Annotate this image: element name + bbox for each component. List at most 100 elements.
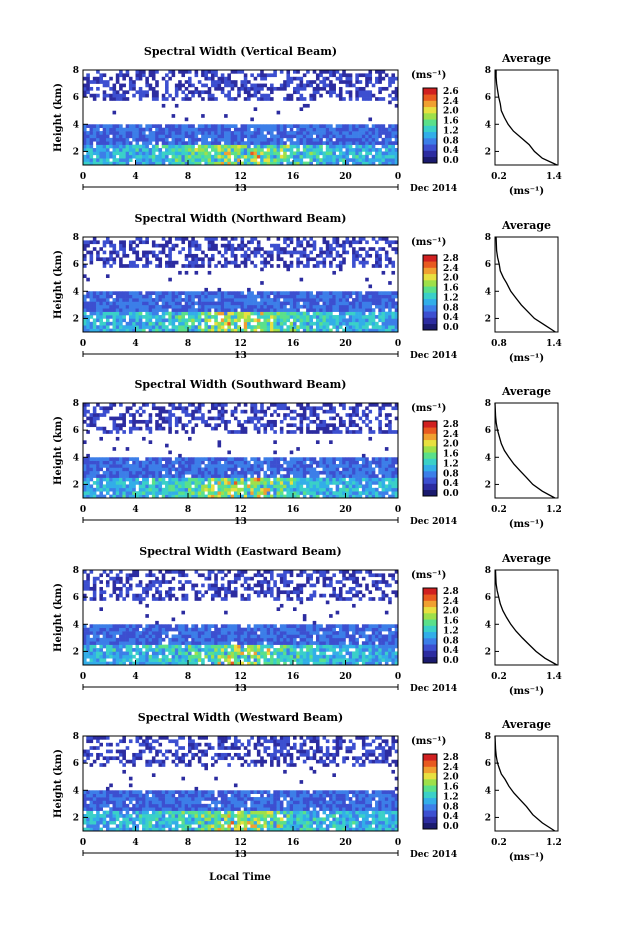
heatmap-cell — [165, 443, 169, 448]
heatmap-cell — [151, 315, 156, 319]
heatmap-cell — [181, 124, 186, 128]
heatmap-cell — [368, 80, 373, 84]
heatmap-cell — [224, 127, 228, 132]
heatmap-cell — [276, 253, 281, 258]
heatmap-cell — [168, 467, 172, 472]
heatmap-cell — [230, 298, 235, 302]
heatmap-cell — [371, 460, 376, 465]
heatmap-cell — [240, 464, 245, 468]
colorbar-tick-label: 0.4 — [443, 313, 459, 323]
heatmap-cell — [279, 127, 284, 132]
heatmap-cell — [371, 481, 376, 485]
heatmap-cell — [89, 291, 94, 295]
heatmap-cell — [83, 247, 87, 251]
heatmap-cell — [256, 148, 261, 152]
heatmap-cell — [102, 570, 107, 574]
x-tick-label: 4 — [132, 505, 138, 515]
heatmap-cell — [361, 154, 366, 159]
heatmap-cell — [391, 134, 396, 139]
heatmap-cell — [315, 440, 320, 445]
heatmap-cell — [109, 93, 113, 98]
heatmap-cell — [296, 144, 300, 149]
heatmap-cell — [256, 409, 261, 414]
heatmap-cell — [342, 124, 346, 128]
heatmap-cell — [299, 97, 304, 101]
heatmap-cell — [224, 423, 228, 428]
heatmap-cell — [171, 474, 176, 478]
heatmap-cell — [266, 144, 271, 149]
heatmap-cell — [191, 467, 195, 472]
heatmap-cell — [197, 257, 202, 262]
heatmap-cell — [237, 141, 241, 145]
heatmap-cell — [273, 137, 277, 142]
heatmap-cell — [112, 403, 117, 407]
heatmap-cell — [325, 494, 330, 499]
heatmap-cell — [296, 318, 300, 323]
heatmap-cell — [181, 304, 186, 309]
heatmap-cell — [368, 253, 373, 258]
heatmap-cell — [247, 494, 251, 499]
heatmap-cell — [250, 318, 254, 323]
heatmap-cell — [243, 325, 248, 329]
heatmap-cell — [201, 70, 205, 74]
heatmap-cell — [247, 247, 251, 251]
heatmap-cell — [178, 148, 182, 152]
heatmap-cell — [210, 253, 215, 258]
heatmap-cell — [128, 576, 133, 581]
heatmap-cell — [204, 148, 208, 152]
heatmap-cell — [355, 409, 359, 414]
heatmap-cell — [391, 240, 396, 245]
heatmap-cell — [125, 464, 130, 468]
heatmap-cell — [253, 409, 258, 414]
heatmap-cell — [335, 484, 340, 489]
heatmap-cell — [214, 86, 218, 91]
heatmap-cell — [178, 403, 182, 407]
heatmap-cell — [115, 627, 120, 632]
heatmap-cell — [158, 158, 163, 162]
heatmap-cell — [384, 250, 389, 255]
heatmap-cell — [358, 416, 363, 421]
heatmap-cell — [266, 491, 271, 495]
heatmap-cell — [345, 151, 350, 156]
heatmap-cell — [125, 494, 130, 499]
heatmap-cell — [279, 491, 284, 495]
heatmap-cell — [227, 80, 231, 84]
heatmap-cell — [151, 144, 156, 149]
heatmap-cell — [384, 474, 389, 478]
heatmap-cell — [194, 416, 199, 421]
heatmap-cell — [250, 494, 254, 499]
heatmap-cell — [178, 154, 182, 159]
heatmap-cell — [89, 304, 94, 309]
heatmap-cell — [151, 137, 156, 142]
heatmap-cell — [253, 294, 258, 299]
heatmap-cell — [158, 325, 163, 329]
heatmap-cell — [306, 481, 310, 485]
heatmap-cell — [151, 328, 156, 333]
heatmap-cell — [299, 474, 304, 478]
heatmap-cell — [151, 457, 156, 461]
heatmap-cell — [230, 457, 235, 461]
heatmap-cell — [312, 413, 317, 417]
heatmap-cell — [335, 134, 340, 139]
heatmap-cell — [197, 158, 202, 162]
heatmap-cells — [83, 70, 399, 166]
heatmap-cell — [378, 328, 382, 333]
heatmap-cell — [279, 158, 284, 162]
heatmap-cell — [286, 291, 291, 295]
heatmap-cell — [342, 298, 346, 302]
heatmap-cell — [188, 325, 192, 329]
heatmap-cell — [217, 250, 222, 255]
heatmap-cell — [155, 161, 159, 166]
heatmap-cell — [289, 491, 294, 495]
heatmap-cell — [315, 426, 320, 431]
heatmap-cell — [178, 467, 182, 472]
heatmap-cell — [119, 648, 123, 652]
heatmap-cell — [361, 484, 366, 489]
heatmap-cell — [270, 321, 274, 326]
heatmap-cell — [174, 161, 179, 166]
heatmap-cell — [214, 325, 218, 329]
heatmap-cell — [312, 474, 317, 478]
heatmap-cell — [125, 637, 130, 642]
heatmap-cell — [273, 86, 277, 91]
heatmap-cell — [142, 240, 146, 245]
